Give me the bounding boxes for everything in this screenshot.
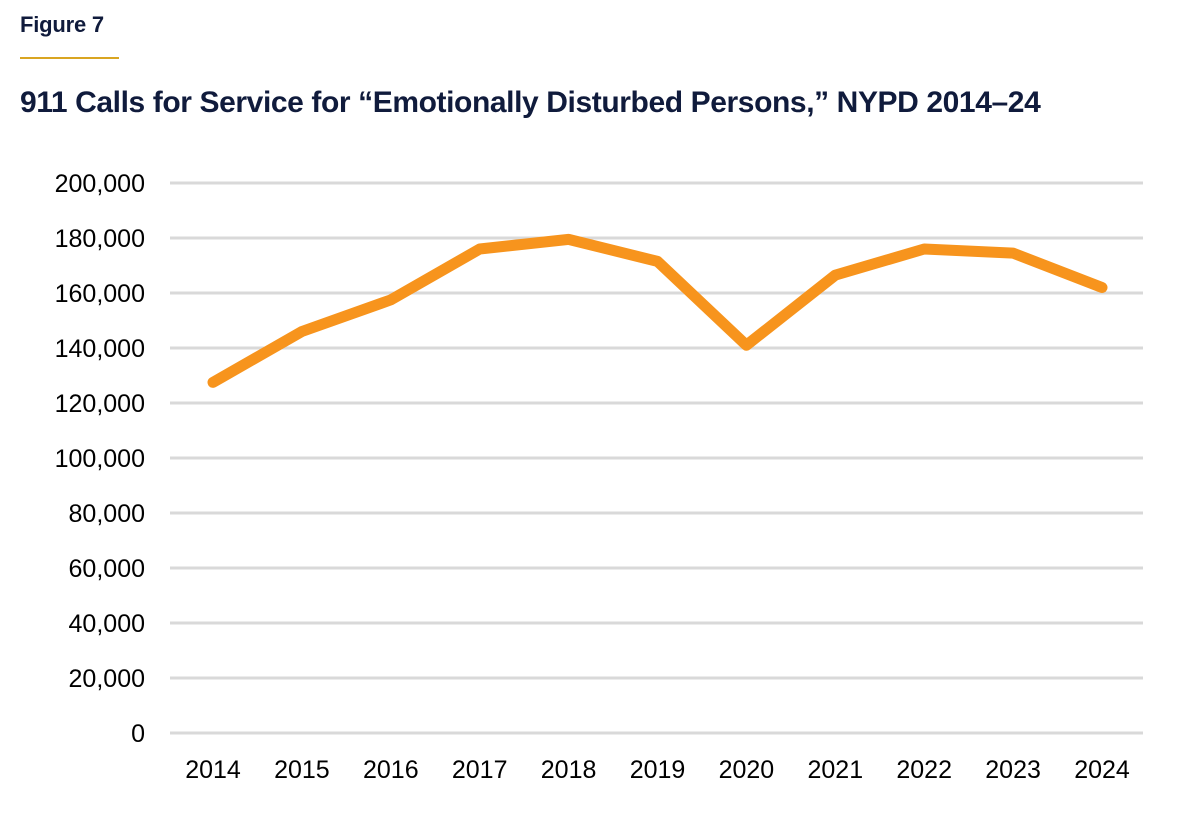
y-axis-tick-label: 160,000 [55, 280, 145, 308]
y-axis-tick-label: 200,000 [55, 170, 145, 198]
y-axis-tick-label: 120,000 [55, 390, 145, 418]
x-axis-tick-label: 2016 [363, 756, 419, 784]
figure-label: Figure 7 [20, 12, 104, 37]
x-axis-tick-label: 2018 [541, 756, 597, 784]
x-axis-tick-label: 2019 [630, 756, 686, 784]
y-axis-tick-label: 80,000 [69, 500, 145, 528]
y-axis-tick-label: 40,000 [69, 610, 145, 638]
x-axis-tick-label: 2024 [1074, 756, 1130, 784]
y-axis-tick-label: 140,000 [55, 335, 145, 363]
edp-calls-series-line [207, 233, 1108, 388]
chart-title: 911 Calls for Service for “Emotionally D… [20, 86, 1041, 119]
y-axis-tick-label: 0 [131, 720, 145, 748]
y-axis-tick-label: 180,000 [55, 225, 145, 253]
y-axis-tick-label: 60,000 [69, 555, 145, 583]
x-axis-tick-label: 2020 [719, 756, 775, 784]
x-axis-tick-label: 2017 [452, 756, 508, 784]
x-axis-tick-label: 2023 [985, 756, 1041, 784]
x-axis-tick-label: 2022 [896, 756, 952, 784]
y-axis-tick-label: 20,000 [69, 665, 145, 693]
figure-label-underline [20, 57, 119, 59]
x-axis-tick-label: 2021 [807, 756, 863, 784]
y-axis-tick-label: 100,000 [55, 445, 145, 473]
x-axis-tick-label: 2014 [185, 756, 241, 784]
x-axis-tick-label: 2015 [274, 756, 330, 784]
